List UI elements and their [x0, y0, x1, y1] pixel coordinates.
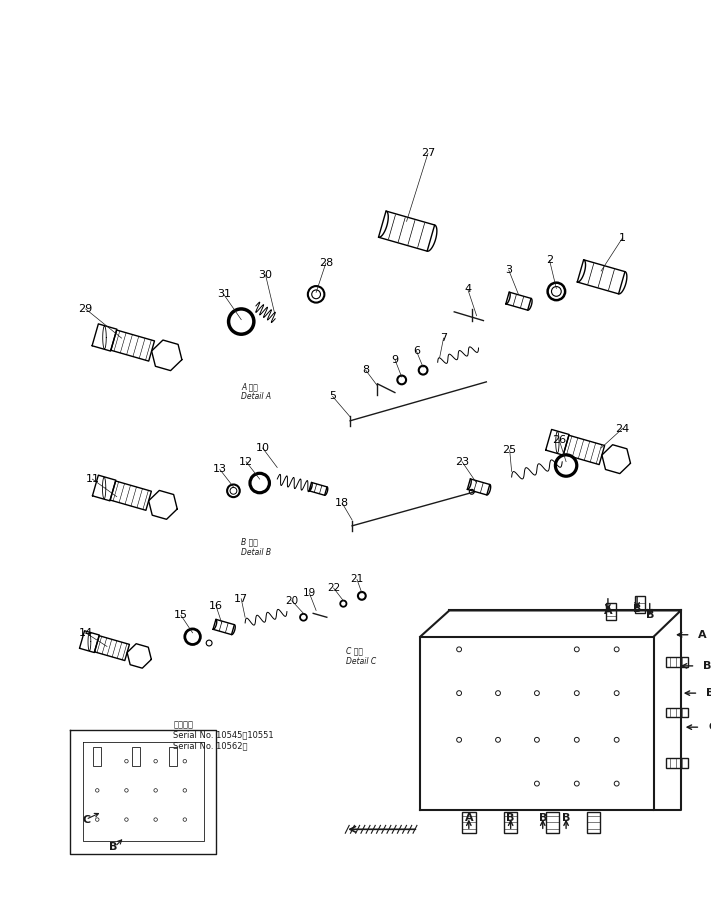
- Text: B: B: [506, 814, 515, 823]
- Text: 13: 13: [213, 465, 227, 475]
- Bar: [545, 812, 560, 833]
- Bar: [606, 603, 616, 620]
- Text: B: B: [538, 814, 547, 823]
- Text: B: B: [562, 814, 570, 823]
- Text: 2: 2: [546, 256, 553, 266]
- Text: 18: 18: [336, 499, 349, 509]
- Text: 23: 23: [455, 457, 469, 466]
- Text: 9: 9: [391, 354, 398, 364]
- Text: 22: 22: [327, 583, 341, 593]
- Text: 19: 19: [303, 588, 316, 598]
- Text: B 詳細
Detail B: B 詳細 Detail B: [241, 537, 272, 557]
- Text: 20: 20: [285, 596, 299, 605]
- Text: C 詳細
Detail C: C 詳細 Detail C: [346, 647, 377, 666]
- Text: 6: 6: [413, 345, 419, 356]
- Text: 1: 1: [619, 233, 626, 243]
- Text: 3: 3: [506, 265, 512, 275]
- Text: A: A: [464, 814, 473, 823]
- Text: C: C: [708, 722, 711, 732]
- Bar: [666, 758, 688, 768]
- Bar: [169, 746, 177, 766]
- Text: A 詳細
Detail A: A 詳細 Detail A: [241, 382, 272, 401]
- Bar: [635, 596, 645, 614]
- Bar: [587, 812, 600, 833]
- Text: 21: 21: [351, 574, 363, 584]
- Text: 16: 16: [209, 601, 223, 611]
- Text: B: B: [109, 841, 117, 852]
- Bar: [132, 746, 140, 766]
- Text: 14: 14: [78, 628, 92, 638]
- Text: 10: 10: [256, 443, 269, 453]
- Text: 24: 24: [616, 423, 630, 433]
- Text: 30: 30: [259, 270, 272, 280]
- Text: 25: 25: [503, 445, 517, 455]
- Text: B: B: [703, 661, 711, 671]
- Text: 4: 4: [464, 284, 471, 294]
- Text: C: C: [82, 814, 91, 824]
- Text: A: A: [698, 630, 707, 640]
- Text: 適用号機
Serial No. 10545～10551
Serial No. 10562～: 適用号機 Serial No. 10545～10551 Serial No. 1…: [173, 720, 274, 750]
- Text: B: B: [633, 604, 641, 614]
- Bar: [666, 708, 688, 718]
- Text: 29: 29: [78, 304, 92, 314]
- Text: 12: 12: [239, 457, 253, 466]
- Text: 28: 28: [319, 258, 333, 268]
- Text: 8: 8: [362, 365, 369, 375]
- Bar: [462, 812, 476, 833]
- Text: 31: 31: [217, 290, 230, 300]
- Text: A: A: [604, 605, 612, 615]
- Text: 27: 27: [421, 148, 435, 158]
- Text: 26: 26: [552, 435, 567, 445]
- Text: 5: 5: [329, 391, 336, 402]
- Text: 17: 17: [234, 594, 248, 604]
- Text: 7: 7: [440, 333, 447, 344]
- Text: 11: 11: [85, 475, 100, 484]
- Text: B: B: [646, 611, 654, 621]
- Text: B: B: [706, 688, 711, 698]
- Bar: [93, 746, 101, 766]
- Bar: [666, 658, 688, 666]
- Text: 15: 15: [174, 610, 188, 621]
- Bar: [504, 812, 518, 833]
